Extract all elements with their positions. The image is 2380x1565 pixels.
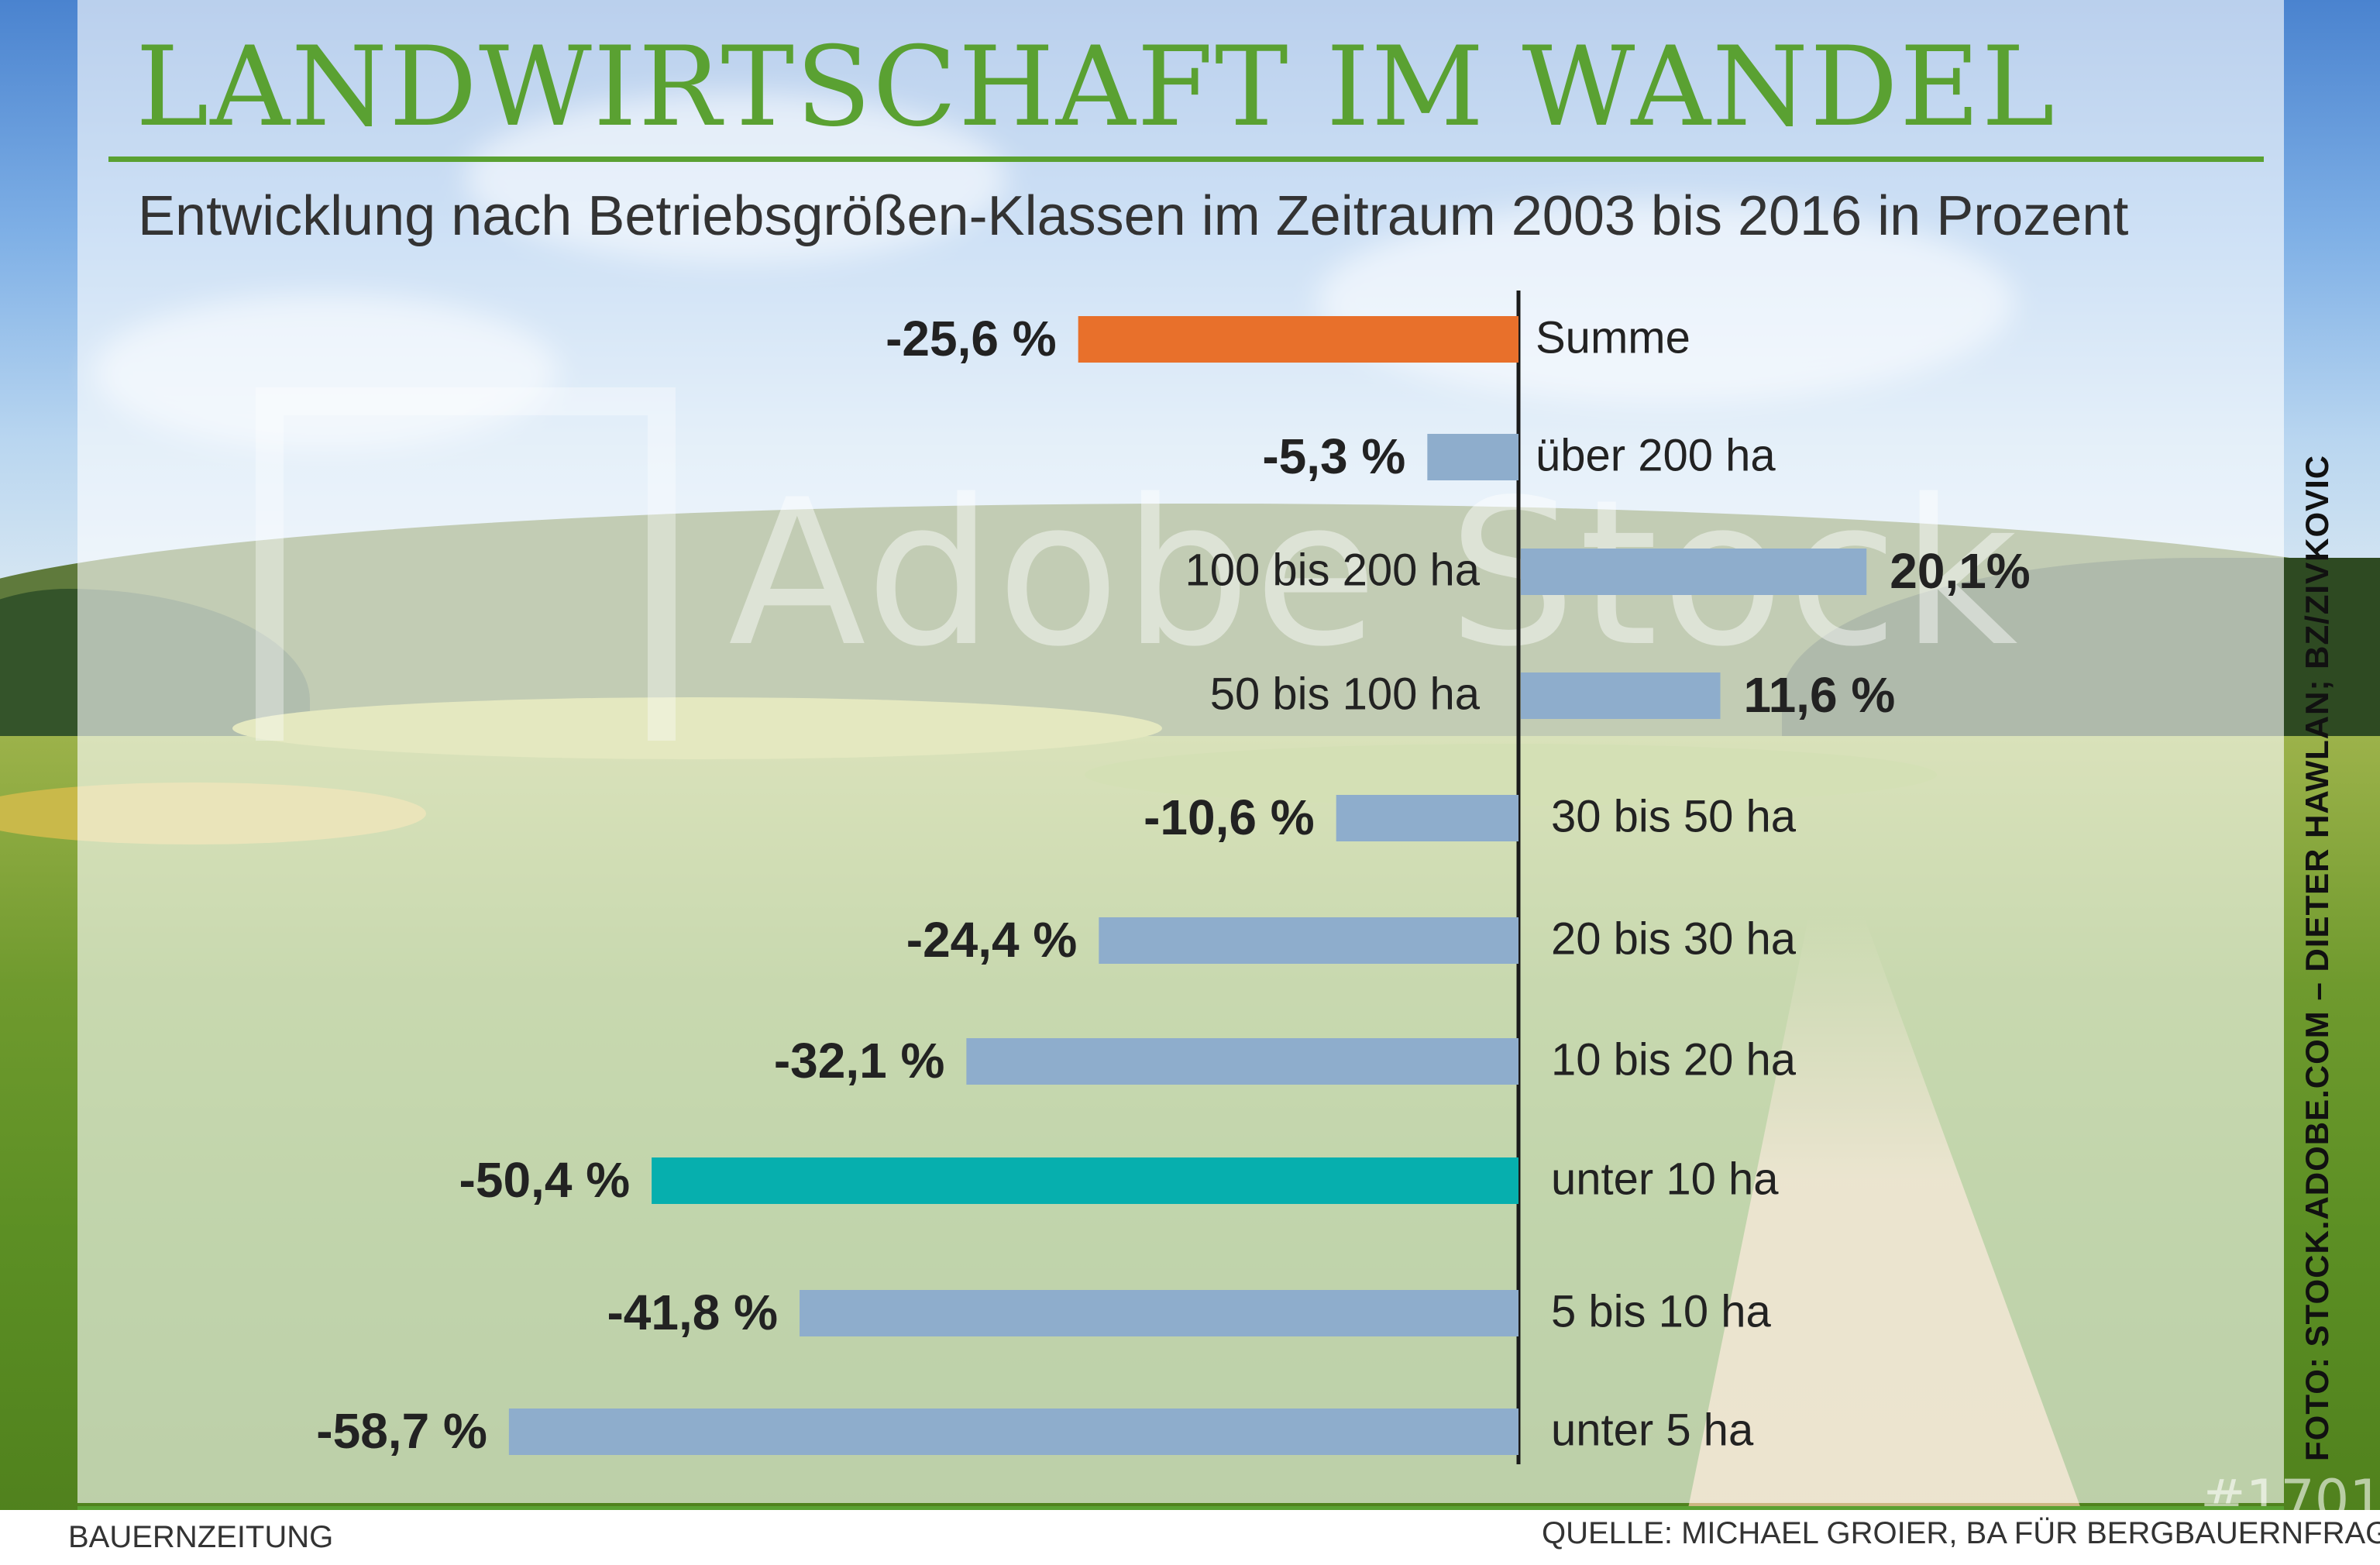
value-label-1: -5,3 % [1262,428,1405,484]
category-label-3: 50 bis 100 ha [1210,669,1481,719]
category-label-8: 5 bis 10 ha [1551,1286,1772,1336]
category-label-1: über 200 ha [1536,430,1776,480]
value-label-7: -50,4 % [459,1152,631,1208]
bar-2 [1521,549,1867,595]
value-label-0: -25,6 % [886,311,1057,366]
value-label-3: 11,6 % [1744,667,1896,723]
category-label-5: 20 bis 30 ha [1551,913,1797,964]
category-label-9: unter 5 ha [1551,1405,1754,1455]
title-divider [108,156,2264,162]
white-overlay [77,0,2284,1503]
bar-8 [800,1290,1518,1336]
category-label-7: unter 10 ha [1551,1154,1779,1204]
page-title: LANDWIRTSCHAFT IM WANDEL [136,23,2056,151]
stock-watermark-logo [256,387,676,741]
bar-7 [652,1157,1518,1204]
value-label-8: -41,8 % [607,1285,778,1340]
value-label-9: -58,7 % [316,1403,487,1459]
value-label-4: -10,6 % [1144,789,1315,845]
publisher-label: BAUERNZEITUNG [68,1520,334,1554]
footer-divider [77,1506,2284,1510]
category-label-4: 30 bis 50 ha [1551,791,1797,841]
bar-1 [1427,434,1518,480]
bar-3 [1521,672,1721,719]
photo-credit: FOTO: STOCK.ADOBE.COM – DIETER HAWLAN; B… [2299,454,2335,1461]
bar-0 [1078,316,1518,363]
chart-subtitle: Entwicklung nach Betriebsgrößen-Klassen … [138,185,2129,247]
value-label-6: -32,1 % [774,1033,945,1089]
footer [0,1510,2380,1565]
category-label-6: 10 bis 20 ha [1551,1034,1797,1085]
bar-9 [508,1408,1518,1455]
category-label-2: 100 bis 200 ha [1185,545,1480,595]
value-label-5: -24,4 % [906,912,1078,968]
bar-6 [966,1038,1518,1085]
category-label-0: Summe [1536,312,1690,363]
source-label: QUELLE: MICHAEL GROIER, BA FÜR BERGBAUER… [1542,1516,2380,1550]
value-label-2: 20,1% [1890,543,2030,599]
bar-4 [1336,795,1518,841]
bar-5 [1099,917,1518,964]
